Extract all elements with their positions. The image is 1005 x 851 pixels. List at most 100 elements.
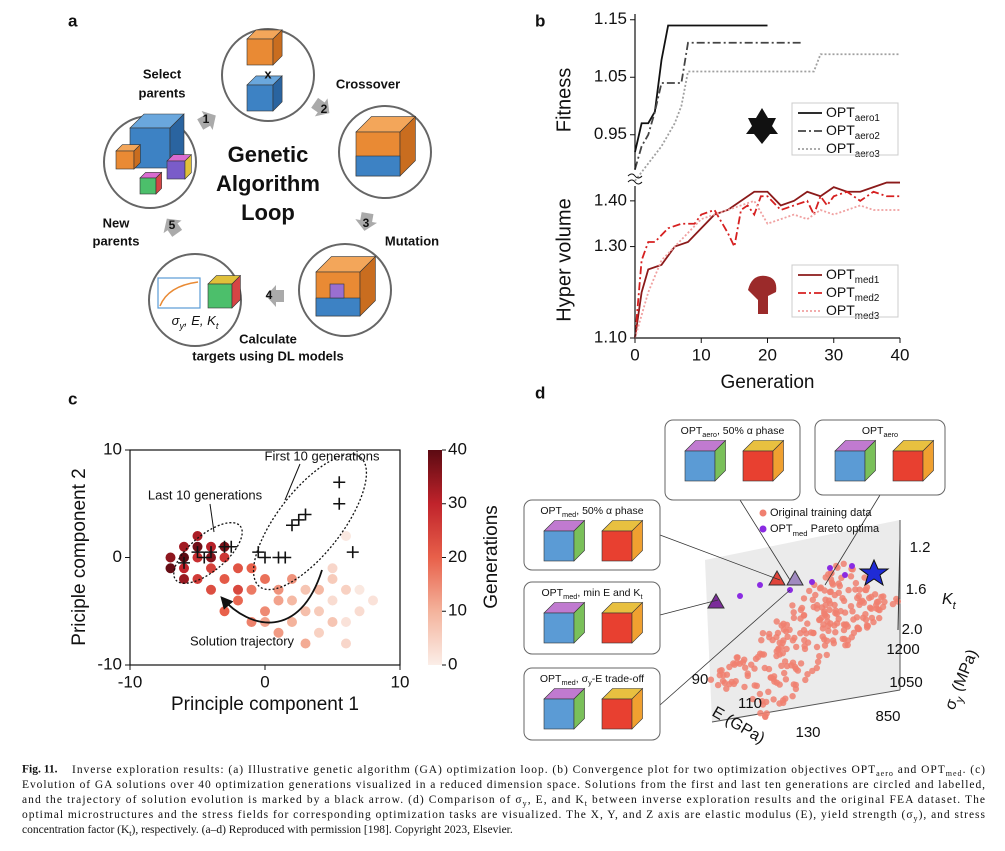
inset-title-part: , min E and K bbox=[577, 587, 640, 599]
legend-box bbox=[791, 102, 899, 156]
panel-label: a bbox=[68, 11, 78, 30]
training-point-cloud bbox=[767, 674, 774, 681]
data-point bbox=[192, 574, 203, 584]
training-point-cloud bbox=[861, 574, 868, 581]
data-point bbox=[233, 584, 243, 595]
y-axis-label: Hyper volume bbox=[553, 198, 575, 321]
training-point-cloud bbox=[832, 609, 839, 617]
training-point-cloud bbox=[873, 601, 880, 609]
training-point-cloud bbox=[765, 688, 772, 695]
training-point-cloud bbox=[847, 573, 855, 580]
training-point-cloud bbox=[821, 642, 829, 649]
training-point-cloud bbox=[825, 597, 833, 604]
data-point bbox=[165, 552, 176, 563]
leader-line bbox=[739, 499, 791, 581]
training-point-cloud bbox=[741, 656, 748, 663]
training-point-cloud bbox=[836, 582, 843, 590]
caption-line: optimal microstructures and the stress f… bbox=[22, 809, 986, 824]
training-point-cloud bbox=[788, 662, 795, 669]
data-point bbox=[300, 584, 311, 595]
training-point-cloud bbox=[778, 662, 785, 669]
cube-front bbox=[601, 698, 633, 730]
training-point-cloud bbox=[797, 615, 804, 622]
training-point-cloud bbox=[876, 614, 883, 622]
tick-label: 110 bbox=[738, 695, 762, 712]
cube-front bbox=[207, 283, 233, 309]
training-point-cloud bbox=[802, 676, 809, 684]
last-gen-region bbox=[173, 522, 243, 584]
tick-label: 1.6 bbox=[906, 581, 927, 598]
cube-side bbox=[272, 75, 283, 112]
training-point-cloud bbox=[825, 627, 832, 634]
training-point-cloud bbox=[827, 570, 835, 577]
step-arrow bbox=[163, 218, 183, 237]
x-tick-label: 20 bbox=[758, 345, 777, 364]
training-point-cloud bbox=[752, 655, 760, 662]
cube-side bbox=[631, 687, 643, 730]
leader-line bbox=[659, 589, 791, 706]
plus-marker bbox=[333, 497, 346, 510]
data-point bbox=[327, 617, 338, 627]
legend-label-part: Original training data bbox=[770, 507, 872, 519]
data-point bbox=[341, 584, 351, 595]
step-number: 5 bbox=[169, 218, 176, 232]
training-point-cloud bbox=[789, 602, 796, 609]
training-point-cloud bbox=[798, 604, 806, 612]
y-tick-label: 1.10 bbox=[594, 327, 627, 346]
legend-label: OPTaero1 bbox=[826, 104, 880, 124]
training-point-cloud bbox=[826, 588, 834, 596]
plus-marker bbox=[225, 540, 238, 553]
x-tick-label: 40 bbox=[891, 345, 910, 364]
inset-title-part: , 50% α phase bbox=[717, 425, 785, 437]
targets-label-part: , E, K bbox=[184, 313, 217, 328]
cube-side bbox=[573, 687, 585, 730]
step-number: 4 bbox=[266, 288, 273, 302]
plus-marker bbox=[299, 508, 312, 521]
targets-label: σy, E, Kt bbox=[172, 313, 219, 331]
training-point-cloud bbox=[894, 598, 901, 605]
legend-label-part: med1 bbox=[855, 275, 880, 286]
colorbar-tick-label: 40 bbox=[448, 439, 467, 458]
legend-label: OPTmed1 bbox=[826, 266, 879, 286]
training-point-cloud bbox=[807, 629, 815, 636]
inset-title: OPTmed, σy-E trade-off bbox=[540, 673, 644, 688]
legend-label-part: OPT bbox=[770, 523, 793, 535]
cube-side bbox=[272, 29, 283, 66]
series-line bbox=[634, 24, 768, 153]
data-point bbox=[287, 574, 297, 584]
legend-label: OPTmed2 bbox=[826, 284, 879, 304]
x-tick-label: 10 bbox=[692, 345, 711, 364]
training-point-cloud bbox=[759, 630, 767, 637]
cube-front bbox=[246, 38, 274, 66]
trajectory-arrow bbox=[220, 569, 323, 624]
step-circle bbox=[221, 28, 315, 122]
legend-label-part: OPT bbox=[826, 104, 855, 120]
y-tick-label: 10 bbox=[103, 439, 122, 458]
training-point-cloud bbox=[816, 653, 823, 660]
data-point bbox=[260, 574, 270, 584]
inset-title-part: t bbox=[640, 592, 642, 601]
training-point-cloud bbox=[828, 579, 836, 586]
kt-axis bbox=[897, 539, 901, 631]
x-tick-label: 10 bbox=[391, 672, 410, 691]
training-point-cloud bbox=[845, 586, 852, 594]
cube-front bbox=[115, 150, 135, 170]
training-point-cloud bbox=[822, 574, 829, 581]
y-tick-label: 0.95 bbox=[594, 124, 627, 143]
training-point-cloud bbox=[844, 623, 851, 630]
data-point bbox=[314, 584, 324, 595]
training-point-cloud bbox=[790, 609, 797, 616]
training-point-cloud bbox=[863, 624, 871, 631]
step-number: 2 bbox=[321, 102, 328, 116]
y-tick-label: 1.05 bbox=[594, 67, 627, 86]
colorbar-tick-label: 10 bbox=[448, 601, 467, 620]
plus-marker bbox=[178, 556, 190, 569]
step-label: Mutation bbox=[385, 233, 439, 248]
step-number: 1 bbox=[203, 112, 210, 126]
training-point-cloud bbox=[773, 648, 780, 655]
caption-line-part: optimal microstructures and the stress f… bbox=[22, 809, 913, 821]
training-point-cloud bbox=[758, 637, 765, 644]
training-point-cloud bbox=[823, 651, 830, 659]
training-point-cloud bbox=[791, 634, 798, 642]
caption-line-part: t bbox=[585, 799, 588, 808]
